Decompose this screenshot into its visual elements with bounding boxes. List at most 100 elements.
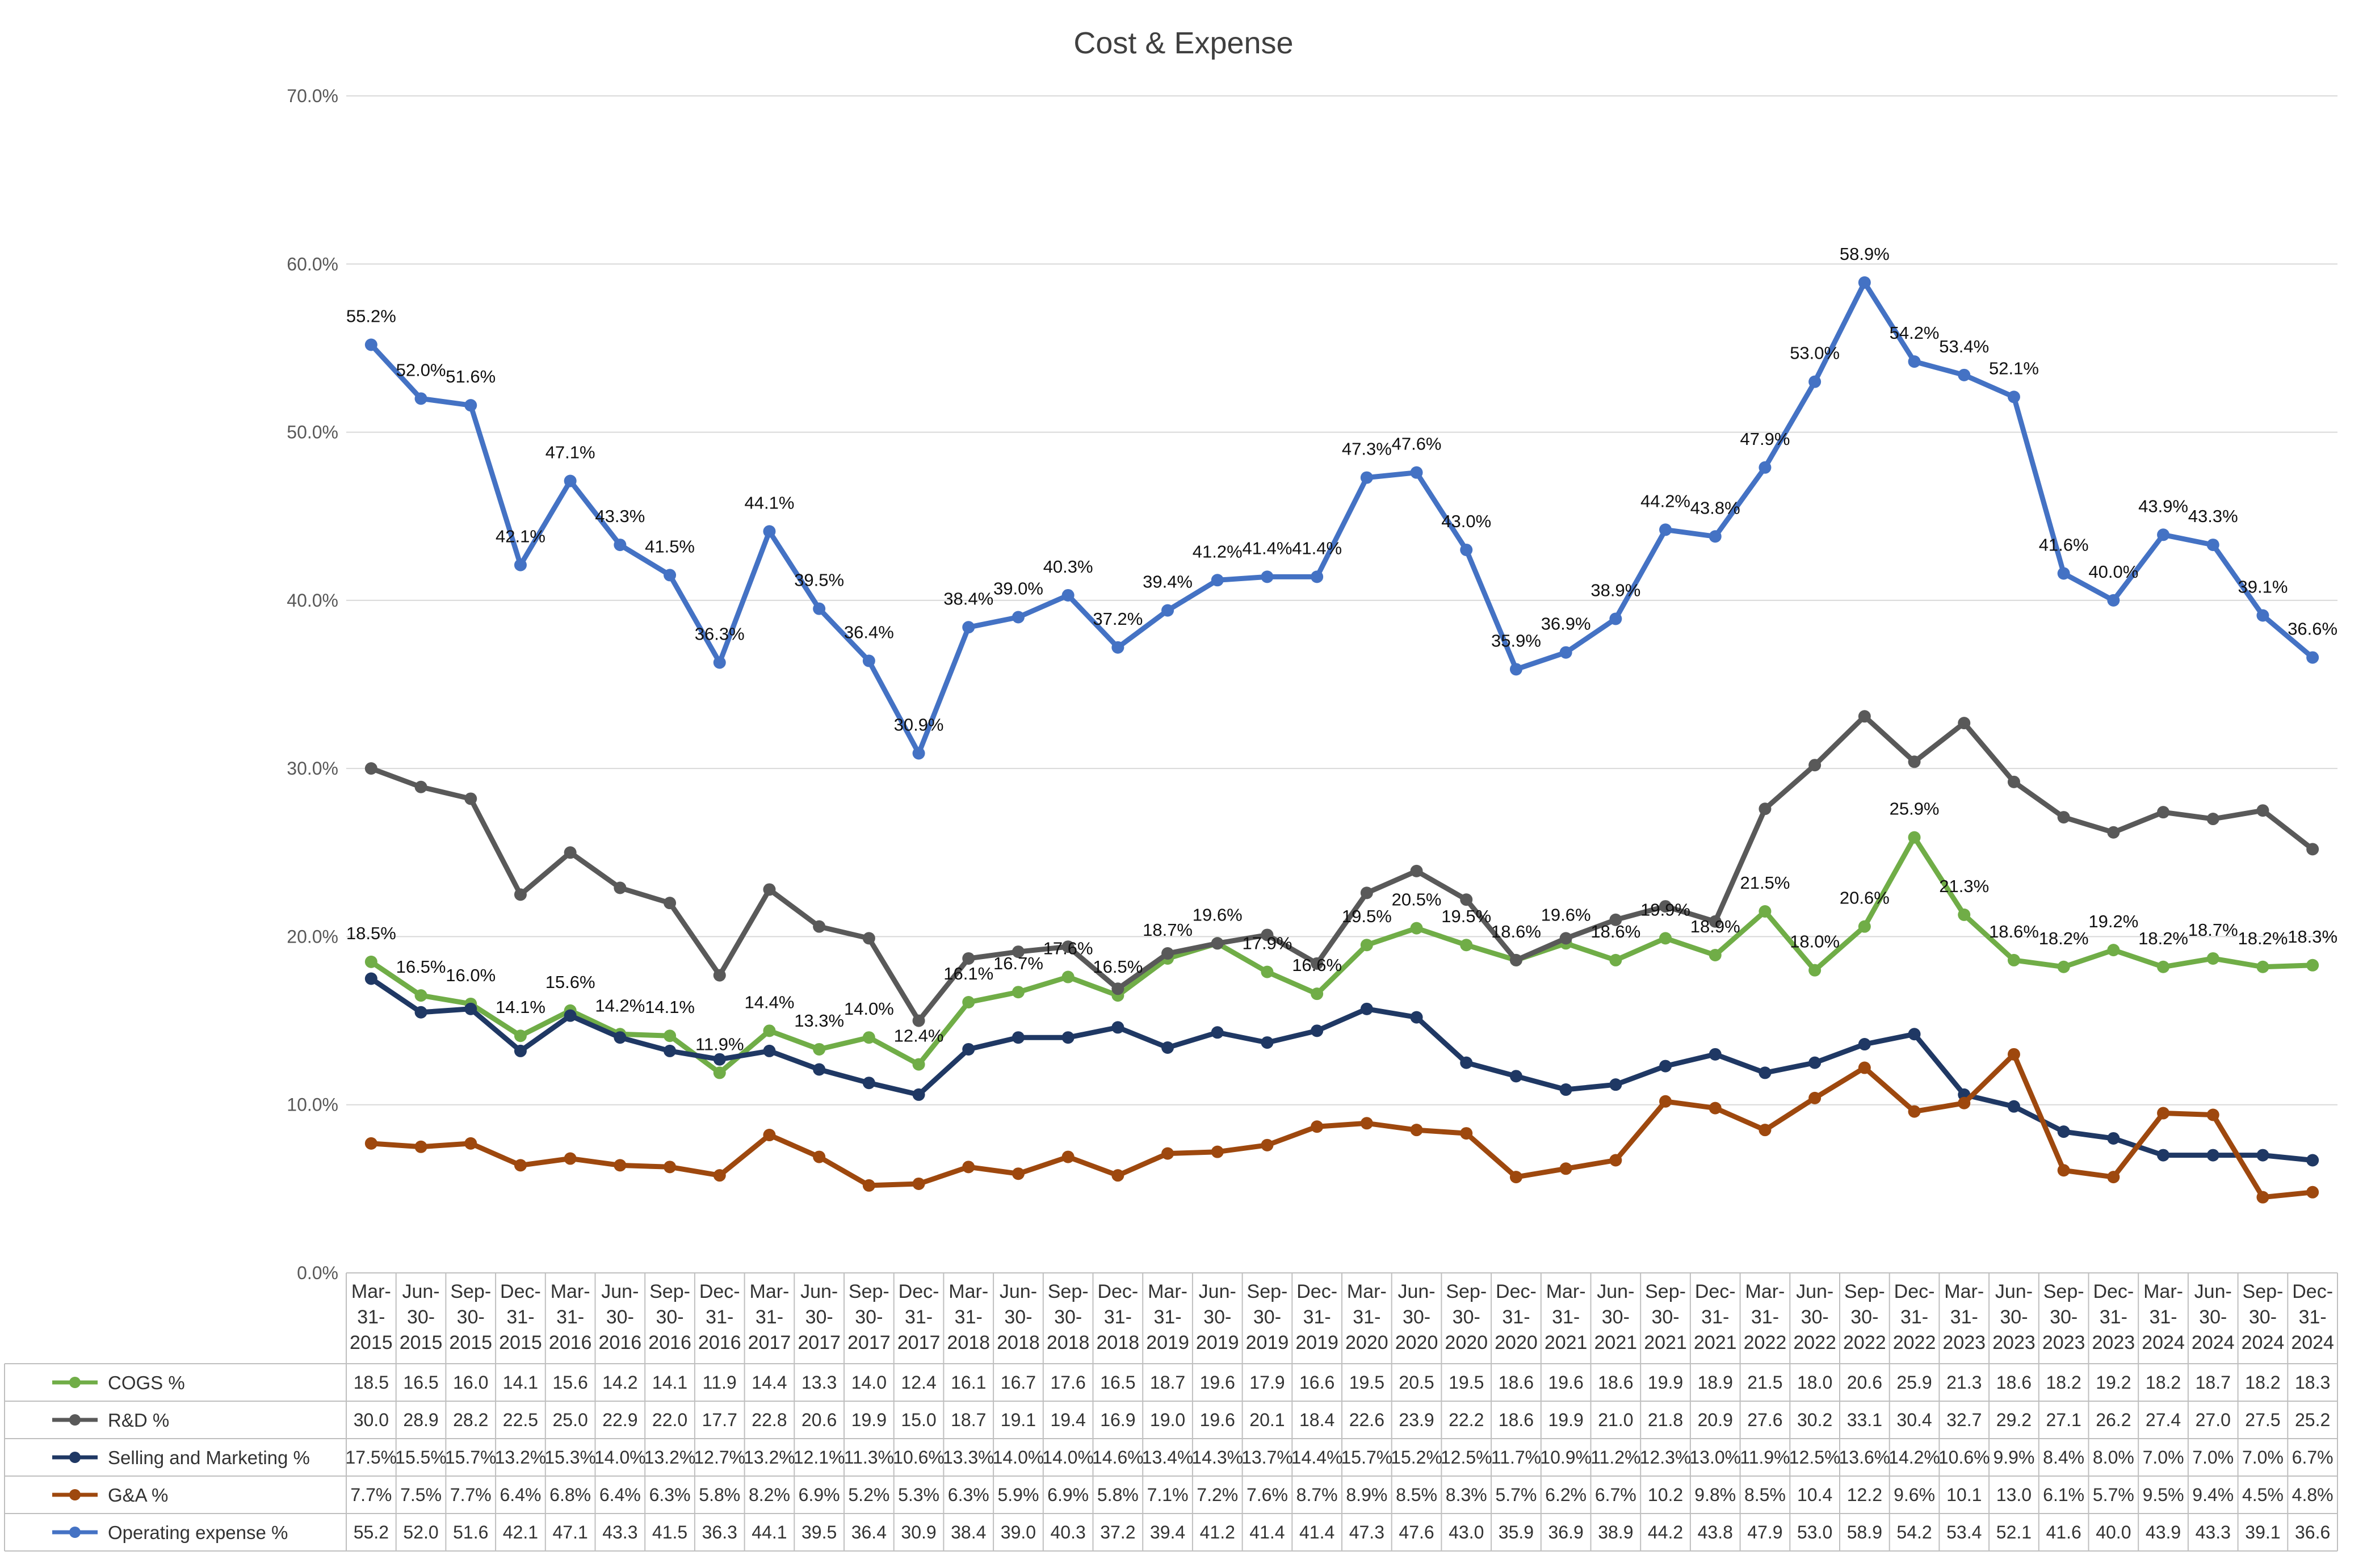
data-point <box>2007 953 2020 966</box>
x-category-label: Jun- <box>1796 1281 1833 1302</box>
data-point <box>514 1029 527 1042</box>
data-point <box>2157 528 2170 541</box>
data-point <box>862 1077 875 1090</box>
data-table: Mar- 31- 2015 Jun- 30- 2015 Sep- 30- 2015 Dec- 31-… <box>4 1272 2338 1552</box>
table-cell: 12.5% <box>1789 1447 1841 1468</box>
data-label: 41.5% <box>645 536 695 556</box>
data-point <box>614 881 627 894</box>
legend-point-marker <box>69 1527 81 1538</box>
data-label: 18.6% <box>1989 922 2039 941</box>
x-category-label: Mar- <box>351 1281 391 1302</box>
x-category-label: 30- <box>1801 1306 1829 1328</box>
table-cell: 4.8% <box>2292 1485 2334 1505</box>
table-cell: 43.3 <box>602 1522 637 1542</box>
series-line <box>368 976 2315 1163</box>
x-category-label: Jun- <box>2194 1281 2232 1302</box>
x-category-label: Dec- <box>699 1281 740 1302</box>
table-cell: 9.9% <box>1993 1447 2034 1468</box>
table-cell: 7.1% <box>1147 1485 1189 1505</box>
x-category-label: 2018 <box>947 1332 990 1353</box>
data-point <box>1958 717 1971 730</box>
table-cell: 20.6 <box>801 1410 837 1430</box>
table-cell: 37.2 <box>1100 1522 1135 1542</box>
table-cell: 27.5 <box>2245 1410 2280 1430</box>
data-point <box>912 1088 925 1101</box>
data-label: 38.4% <box>943 588 993 608</box>
table-cell: 14.4 <box>752 1372 787 1393</box>
data-point <box>1709 949 1722 962</box>
data-point <box>514 1159 527 1172</box>
table-cell: 12.3% <box>1640 1447 1692 1468</box>
data-label: 36.3% <box>695 624 745 644</box>
table-cell: 41.5 <box>652 1522 687 1542</box>
data-point <box>813 1063 826 1076</box>
data-point <box>2206 952 2219 965</box>
data-label: 52.0% <box>396 360 446 380</box>
data-label: 19.2% <box>2088 911 2138 931</box>
table-cell: 39.1 <box>2245 1522 2280 1542</box>
data-point <box>2256 1191 2269 1204</box>
table-cell: 5.7% <box>1495 1485 1537 1505</box>
table-cell: 58.9 <box>1847 1522 1882 1542</box>
table-cell: 8.4% <box>2043 1447 2084 1468</box>
table-cell: 10.1 <box>1946 1485 1982 1505</box>
data-point <box>1460 1127 1473 1140</box>
data-point <box>962 1042 975 1056</box>
table-cell: 13.0 <box>1996 1485 2032 1505</box>
data-point <box>1360 886 1373 899</box>
gridlines: 0.0% 10.0% 20.0% 30.0% 40.0% 50.0% 60.0% 70.0% <box>287 86 2337 1283</box>
x-category-label: 30- <box>2000 1306 2028 1328</box>
data-point <box>1410 466 1423 479</box>
data-label: 55.2% <box>346 306 396 326</box>
table-cell: 10.2 <box>1648 1485 1683 1505</box>
table-cell: 16.0 <box>453 1372 488 1393</box>
data-point <box>1509 663 1522 676</box>
table-cell: 7.7% <box>450 1485 492 1505</box>
table-cell: 12.5% <box>1441 1447 1492 1468</box>
data-point <box>2057 960 2070 973</box>
data-point <box>1261 570 1274 583</box>
data-point <box>1709 530 1722 543</box>
series-line <box>368 1052 2315 1200</box>
x-category-label: 30- <box>457 1306 485 1328</box>
x-category-label: Jun- <box>1199 1281 1236 1302</box>
data-point <box>1958 1096 1971 1109</box>
table-cell: 9.8% <box>1694 1485 1736 1505</box>
data-label: 41.2% <box>1193 541 1243 561</box>
data-label: 25.9% <box>1890 799 1940 819</box>
data-point <box>2157 1107 2170 1120</box>
table-cell: 13.2% <box>744 1447 795 1468</box>
table-cell: 19.6 <box>1200 1372 1235 1393</box>
table-cell: 39.5 <box>801 1522 837 1542</box>
data-label: 14.2% <box>595 995 645 1015</box>
x-category-label: Mar- <box>1546 1281 1586 1302</box>
data-point <box>1659 1060 1672 1073</box>
data-point <box>1808 375 1822 388</box>
data-point <box>2256 960 2269 973</box>
data-point <box>2107 594 2120 607</box>
data-label: 14.0% <box>844 999 894 1019</box>
x-category-label: 2022 <box>1744 1332 1787 1353</box>
data-point <box>1559 932 1572 945</box>
x-category-label: 2023 <box>1942 1332 1986 1353</box>
table-cell: 44.2 <box>1648 1522 1683 1542</box>
table-cell: 36.3 <box>702 1522 737 1542</box>
data-point <box>364 972 377 985</box>
x-category-label: 2017 <box>897 1332 941 1353</box>
table-cell: 30.4 <box>1896 1410 1932 1430</box>
x-category-label: Mar- <box>750 1281 790 1302</box>
table-cell: 26.2 <box>2096 1410 2131 1430</box>
data-label: 16.5% <box>396 957 446 977</box>
data-point <box>1759 802 1772 815</box>
data-point <box>1012 945 1025 959</box>
x-category-label: Dec- <box>500 1281 541 1302</box>
data-point <box>1559 1083 1572 1096</box>
x-category-label: Dec- <box>1296 1281 1337 1302</box>
table-cell: 11.9 <box>703 1372 737 1393</box>
x-category-label: Mar- <box>1745 1281 1785 1302</box>
table-cell: 18.6 <box>1598 1372 1633 1393</box>
x-category-label: Mar- <box>1148 1281 1187 1302</box>
table-cell: 36.4 <box>851 1522 887 1542</box>
data-point <box>2256 609 2269 622</box>
legend-entry: Operating expense % <box>108 1522 288 1543</box>
